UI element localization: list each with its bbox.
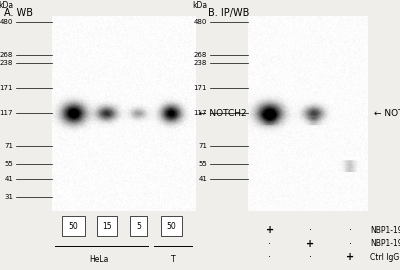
FancyBboxPatch shape xyxy=(130,217,147,236)
Text: 171: 171 xyxy=(0,85,13,91)
Text: Ctrl IgG: Ctrl IgG xyxy=(370,253,400,262)
Text: 55: 55 xyxy=(4,161,13,167)
Text: ·: · xyxy=(348,225,352,235)
Text: ·: · xyxy=(268,252,271,262)
Text: 238: 238 xyxy=(194,60,207,66)
Text: +: + xyxy=(346,252,354,262)
Text: ·: · xyxy=(348,239,352,249)
Text: 71: 71 xyxy=(4,143,13,150)
Text: 480: 480 xyxy=(0,19,13,25)
FancyBboxPatch shape xyxy=(97,217,117,236)
Text: ·: · xyxy=(309,225,312,235)
Text: NBP1-19125: NBP1-19125 xyxy=(370,239,400,248)
Text: kDa: kDa xyxy=(0,1,13,10)
Text: 50: 50 xyxy=(69,222,78,231)
FancyBboxPatch shape xyxy=(62,217,85,236)
Text: ← NOTCH2: ← NOTCH2 xyxy=(199,109,246,118)
Text: 171: 171 xyxy=(194,85,207,91)
Text: 50: 50 xyxy=(167,222,176,231)
Text: T: T xyxy=(171,255,175,264)
Text: 15: 15 xyxy=(102,222,112,231)
Text: B. IP/WB: B. IP/WB xyxy=(208,8,249,18)
Text: NBP1-19124: NBP1-19124 xyxy=(370,225,400,235)
Text: 268: 268 xyxy=(0,52,13,58)
Text: +: + xyxy=(306,239,314,249)
Text: 5: 5 xyxy=(136,222,141,231)
Text: 71: 71 xyxy=(198,143,207,150)
FancyBboxPatch shape xyxy=(162,217,182,236)
Text: ·: · xyxy=(309,252,312,262)
Text: HeLa: HeLa xyxy=(89,255,108,264)
Text: ← NOTCH2: ← NOTCH2 xyxy=(374,109,400,118)
Text: ·: · xyxy=(268,239,271,249)
Text: 55: 55 xyxy=(198,161,207,167)
Text: 41: 41 xyxy=(198,177,207,183)
Text: 31: 31 xyxy=(4,194,13,200)
Text: +: + xyxy=(266,225,274,235)
Text: A. WB: A. WB xyxy=(4,8,33,18)
Text: kDa: kDa xyxy=(192,1,207,10)
Text: 117: 117 xyxy=(0,110,13,116)
Text: 238: 238 xyxy=(0,60,13,66)
Text: 480: 480 xyxy=(194,19,207,25)
Text: 268: 268 xyxy=(194,52,207,58)
Text: 41: 41 xyxy=(4,177,13,183)
Text: 117: 117 xyxy=(194,110,207,116)
